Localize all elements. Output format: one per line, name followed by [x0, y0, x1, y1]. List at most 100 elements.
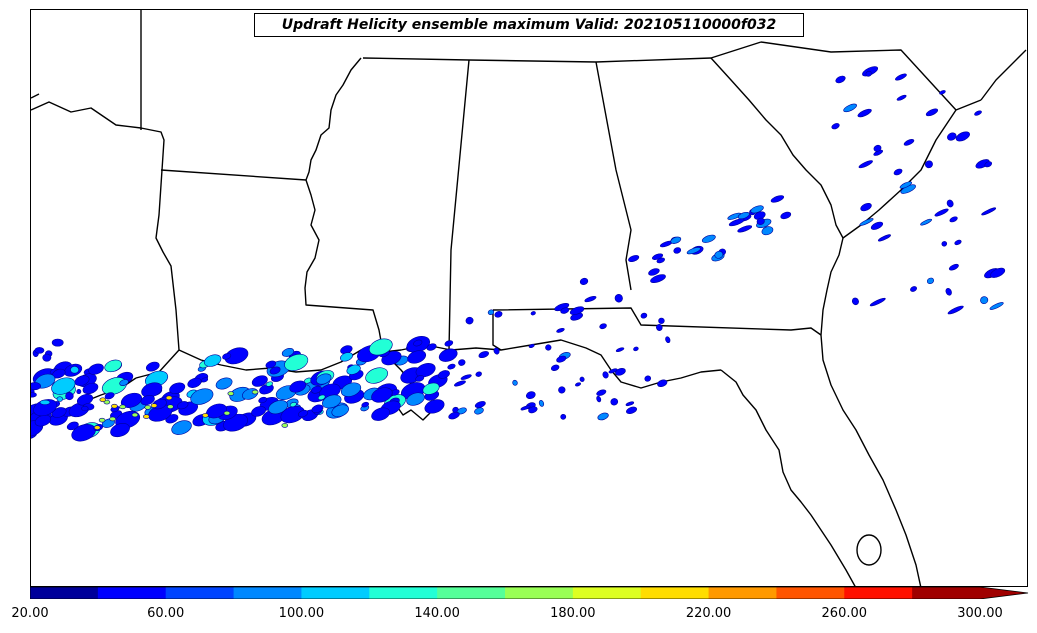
- helicity-cell: [558, 386, 566, 394]
- helicity-cell: [317, 394, 326, 401]
- helicity-cell: [949, 216, 958, 223]
- helicity-cell: [331, 404, 349, 417]
- florida-west-coast: [720, 369, 856, 586]
- colorbar-extend-arrow: [980, 587, 1028, 599]
- lake-okeechobee: [856, 534, 882, 566]
- helicity-cell: [460, 374, 472, 380]
- helicity-cell: [437, 370, 450, 379]
- colorbar-segment: [97, 587, 167, 599]
- helicity-cell: [737, 211, 750, 220]
- helicity-cell: [215, 377, 233, 390]
- colorbar-segment: [369, 587, 438, 599]
- helicity-cell: [954, 239, 962, 246]
- tennessee-south-border: [362, 41, 762, 63]
- helicity-cell: [602, 371, 609, 379]
- helicity-cell: [560, 307, 570, 314]
- helicity-cell: [51, 407, 67, 418]
- helicity-cell: [141, 382, 163, 398]
- helicity-cell: [111, 403, 118, 409]
- helicity-cell: [975, 159, 990, 169]
- helicity-cell: [948, 263, 959, 271]
- helicity-cell: [569, 306, 585, 315]
- updraft-helicity-field: [31, 66, 1006, 442]
- helicity-cell: [686, 247, 701, 255]
- helicity-cell: [869, 297, 886, 307]
- helicity-cell: [947, 305, 964, 315]
- colorbar-tick-label: 220.00: [685, 606, 732, 621]
- colorbar-tick-label: 60.00: [147, 606, 185, 621]
- helicity-cell: [989, 302, 1004, 310]
- helicity-cell: [673, 247, 682, 254]
- helicity-cell: [448, 411, 460, 420]
- helicity-cell: [652, 253, 664, 260]
- helicity-cell: [873, 144, 882, 152]
- helicity-cell: [202, 413, 209, 418]
- helicity-cell: [579, 277, 589, 285]
- colorbar-segment: [301, 587, 370, 599]
- helicity-cell: [284, 353, 309, 371]
- helicity-cell: [728, 218, 745, 227]
- helicity-cell: [920, 218, 933, 226]
- helicity-cell: [190, 388, 214, 405]
- helicity-cell: [926, 277, 935, 285]
- helicity-cell: [865, 70, 872, 77]
- helicity-cell: [756, 217, 765, 225]
- helicity-cell: [556, 327, 565, 333]
- helicity-cell: [167, 404, 174, 409]
- colorbar-tick-label: 20.00: [11, 606, 49, 621]
- helicity-cell: [110, 423, 130, 438]
- map-title: Updraft Helicity ensemble maximum Valid:…: [254, 13, 804, 37]
- helicity-cell: [371, 407, 391, 421]
- helicity-cell: [268, 400, 288, 415]
- helicity-cell: [538, 400, 545, 407]
- helicity-cell: [530, 311, 536, 316]
- helicity-cell: [407, 350, 427, 364]
- helicity-cell: [614, 293, 623, 303]
- helicity-cell: [76, 389, 82, 395]
- helicity-cell: [39, 399, 51, 405]
- helicity-cell: [831, 123, 840, 130]
- helicity-cell: [512, 379, 518, 386]
- alabama-georgia-border: [595, 61, 632, 291]
- helicity-cell: [88, 363, 104, 375]
- texas-louisiana-border: [31, 101, 180, 379]
- helicity-cell: [550, 364, 560, 371]
- helicity-cell: [143, 414, 150, 419]
- helicity-cell: [633, 346, 639, 352]
- helicity-cell: [650, 274, 666, 284]
- helicity-cell: [34, 347, 45, 354]
- helicity-cell: [406, 392, 425, 406]
- helicity-cell: [424, 399, 445, 414]
- helicity-cell: [150, 403, 158, 408]
- colorbar-outline: [30, 587, 1029, 599]
- colorbar-segment: [505, 587, 574, 599]
- helicity-cell: [258, 396, 267, 404]
- helicity-cell: [657, 379, 668, 387]
- mississippi-alabama-border: [448, 59, 470, 351]
- helicity-cell: [494, 311, 503, 318]
- helicity-cell: [438, 348, 458, 362]
- helicity-cell: [946, 199, 954, 208]
- helicity-cell: [860, 202, 872, 212]
- helicity-cell: [56, 396, 63, 402]
- helicity-cell: [955, 131, 970, 142]
- colorbar-segment: [640, 587, 710, 599]
- helicity-cell: [289, 401, 297, 408]
- helicity-cell: [99, 397, 107, 403]
- helicity-cell: [701, 234, 716, 243]
- texas-east-border-north: [31, 93, 40, 99]
- helicity-cell: [599, 323, 607, 330]
- helicity-cell: [924, 160, 933, 169]
- helicity-cell: [640, 312, 648, 319]
- helicity-cell: [311, 385, 322, 394]
- helicity-cell: [925, 108, 939, 117]
- helicity-cell: [895, 73, 907, 81]
- helicity-cell: [415, 363, 436, 378]
- colorbar-tick-label: 260.00: [821, 606, 868, 621]
- colorbar-segment: [437, 587, 506, 599]
- helicity-cell: [870, 221, 884, 230]
- helicity-cell: [346, 364, 361, 375]
- helicity-cell: [851, 297, 859, 306]
- helicity-cell: [281, 423, 289, 428]
- helicity-cell: [761, 226, 774, 236]
